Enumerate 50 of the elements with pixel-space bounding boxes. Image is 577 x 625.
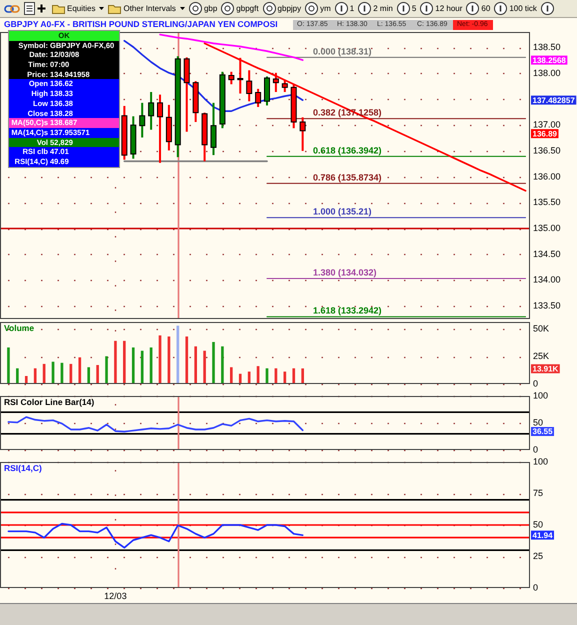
y-tick-label: 134.00 (533, 274, 561, 285)
y-tick-label: 25 (533, 550, 544, 561)
series-label: 1.000 (135.21) (313, 206, 372, 217)
y-tick-label: 50 (533, 519, 544, 530)
y-tick-label: 136.00 (533, 171, 561, 182)
text: gbpjpy (278, 4, 302, 14)
y-tick-label: 136.50 (533, 145, 561, 156)
y-tick-label: 134.50 (533, 248, 561, 259)
annotation: 13.91K (532, 364, 559, 374)
series-label: 0.000 (138.31) (313, 46, 372, 56)
series-label: 1.618 (133.2942) (313, 306, 382, 316)
annotation: 36.55 (532, 427, 554, 436)
x-tick-label: 12/03 (104, 590, 127, 601)
annotation: 41.94 (532, 530, 554, 540)
series-label: 0.786 (135.8734) (313, 172, 382, 182)
y-tick-label: 135.00 (533, 222, 561, 233)
series-label: 0.618 (136.3942) (313, 145, 382, 156)
text: 5 (412, 4, 416, 14)
y-tick-label: 137.00 (533, 120, 561, 130)
y-tick-label: 138.00 (533, 68, 561, 78)
y-tick-label: 138.50 (533, 42, 561, 52)
chart-title: Volume (4, 323, 34, 334)
y-tick-label: 133.50 (533, 300, 561, 311)
text: ym (320, 4, 331, 14)
text: Other Intervals (123, 4, 176, 14)
text: 1 (350, 4, 354, 14)
chart-title: GBPJPY A0-FX - BRITISH POUND STERLING/JAPAN YEN COMPOSI (4, 19, 278, 30)
text: gbpgft (236, 4, 259, 14)
text: 60 (481, 4, 490, 14)
y-tick-label: 50 (533, 417, 544, 428)
y-tick-label: 0 (533, 444, 538, 454)
chart-title: RSI(14,C) (4, 463, 42, 474)
y-tick-label: 100 (533, 390, 548, 400)
y-tick-label: 0 (533, 582, 538, 592)
text: 138.2568 (532, 56, 566, 65)
text: 100 tick (509, 4, 537, 14)
series-label: 1.380 (134.032) (313, 268, 377, 278)
y-tick-label: 0 (533, 378, 538, 388)
text: 2 min (373, 4, 393, 14)
text: gbp (204, 4, 218, 14)
text: 136.89 (532, 129, 558, 138)
text: 12 hour (435, 4, 462, 14)
y-tick-label: 50K (533, 324, 550, 334)
y-tick-label: 75 (533, 488, 544, 498)
chart-title: RSI Color Line Bar(14) (4, 397, 94, 408)
y-tick-label: 25K (533, 351, 550, 362)
text: Equities (67, 4, 96, 14)
y-tick-label: 100 (533, 456, 548, 466)
y-tick-label: 135.50 (533, 197, 561, 208)
text: 137.482857 (532, 96, 576, 105)
